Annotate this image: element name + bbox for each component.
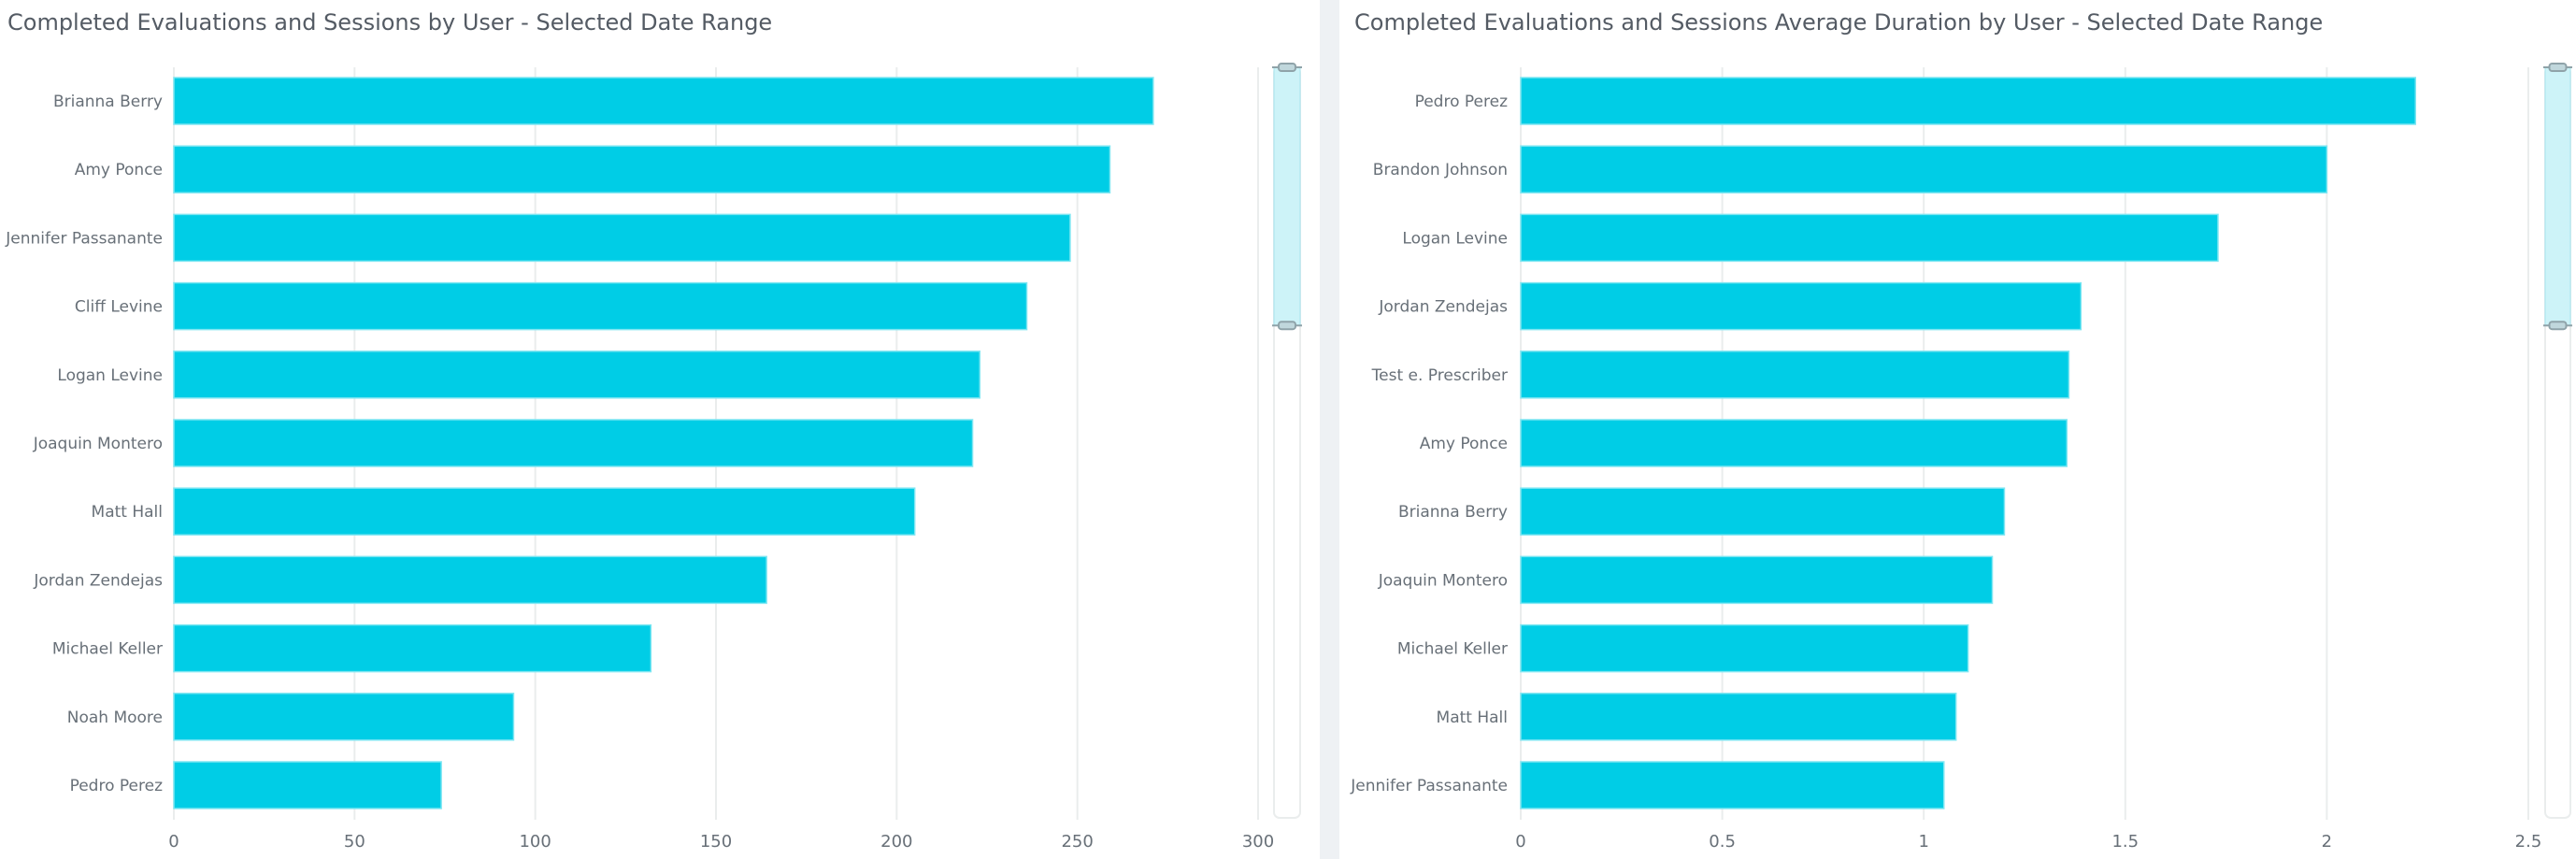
bar[interactable] xyxy=(1520,77,2417,125)
bar[interactable] xyxy=(173,351,981,399)
y-category-label: Amy Ponce xyxy=(1420,435,1508,453)
bar[interactable] xyxy=(1520,145,2328,193)
bar[interactable] xyxy=(173,145,1111,193)
y-category-label: Jordan Zendejas xyxy=(1378,298,1508,317)
x-tick-label: 2.5 xyxy=(2515,832,2542,852)
chart-panel-left: Completed Evaluations and Sessions by Us… xyxy=(5,9,1302,852)
scrollbar-bottom-handle[interactable] xyxy=(1278,321,1296,331)
bar[interactable] xyxy=(173,487,916,536)
chart-panel-right: Completed Evaluations and Sessions Avera… xyxy=(1339,0,2576,859)
scrollbar-bottom-handle[interactable] xyxy=(2548,321,2568,331)
x-tick-label: 0.5 xyxy=(1709,832,1736,852)
bar[interactable] xyxy=(1520,213,2219,263)
scrollbar-top-handle[interactable] xyxy=(2548,63,2568,72)
bar[interactable] xyxy=(1520,555,1994,605)
scrollbar-top-handle[interactable] xyxy=(1278,63,1296,72)
bar[interactable] xyxy=(173,623,652,673)
bar[interactable] xyxy=(173,281,1028,331)
x-tick-label: 150 xyxy=(700,832,732,852)
bar[interactable] xyxy=(173,213,1071,263)
x-tick-label: 1 xyxy=(1918,832,1928,852)
bar[interactable] xyxy=(1520,487,2006,536)
x-tick-label: 0 xyxy=(168,832,179,852)
bar[interactable] xyxy=(173,693,515,741)
bar[interactable] xyxy=(173,419,974,467)
y-category-label: Test e. Prescriber xyxy=(1371,366,1508,385)
chart-scrollbar[interactable] xyxy=(2543,63,2572,819)
bar[interactable] xyxy=(173,77,1154,125)
y-category-label: Jordan Zendejas xyxy=(33,571,163,590)
chart-title: Completed Evaluations and Sessions by Us… xyxy=(7,9,773,36)
y-category-label: Pedro Perez xyxy=(1415,93,1508,111)
bar[interactable] xyxy=(1520,419,2068,467)
x-tick-label: 2 xyxy=(2322,832,2332,852)
chart-title: Completed Evaluations and Sessions Avera… xyxy=(1354,9,2324,36)
y-category-label: Noah Moore xyxy=(67,709,163,727)
x-tick-label: 100 xyxy=(519,832,551,852)
bar[interactable] xyxy=(1520,351,2070,399)
y-category-label: Amy Ponce xyxy=(75,161,163,179)
x-tick-label: 300 xyxy=(1242,832,1274,852)
y-category-label: Logan Levine xyxy=(1402,229,1508,248)
bar[interactable] xyxy=(173,761,442,809)
y-category-label: Brianna Berry xyxy=(1398,503,1508,522)
y-category-label: Logan Levine xyxy=(57,366,163,385)
y-category-label: Jennifer Passanante xyxy=(5,229,163,248)
x-tick-label: 50 xyxy=(344,832,365,852)
panel-divider xyxy=(1320,0,1339,859)
y-category-label: Michael Keller xyxy=(1397,640,1508,659)
bar[interactable] xyxy=(1520,761,1945,809)
y-category-label: Jennifer Passanante xyxy=(1350,777,1508,795)
bar[interactable] xyxy=(173,555,767,605)
y-category-label: Matt Hall xyxy=(1437,709,1508,727)
x-tick-label: 250 xyxy=(1061,832,1093,852)
y-category-label: Brianna Berry xyxy=(53,93,163,111)
chart-scrollbar[interactable] xyxy=(1272,63,1302,819)
bar[interactable] xyxy=(1520,693,1957,741)
scrollbar-thumb[interactable] xyxy=(1273,66,1301,326)
y-category-label: Joaquin Montero xyxy=(1378,571,1508,590)
y-category-label: Joaquin Montero xyxy=(33,435,163,453)
scrollbar-thumb[interactable] xyxy=(2544,66,2571,326)
y-category-label: Cliff Levine xyxy=(75,298,163,317)
x-tick-label: 0 xyxy=(1515,832,1525,852)
y-category-label: Michael Keller xyxy=(52,640,163,659)
bar-chart-completed-by-user: 0 50 100 150 200 250 300 Brianna Berry Amy Ponce… xyxy=(5,63,1302,852)
bar[interactable] xyxy=(1520,281,2082,331)
y-category-label: Matt Hall xyxy=(92,503,163,522)
x-tick-label: 1.5 xyxy=(2111,832,2139,852)
y-category-label: Pedro Perez xyxy=(70,777,163,795)
bar[interactable] xyxy=(1520,623,1969,673)
y-category-label: Brandon Johnson xyxy=(1373,161,1508,179)
x-tick-label: 200 xyxy=(880,832,912,852)
bar-chart-average-duration-by-user: 0 0.5 1 1.5 2 2.5 Pedro Perez Brandon Johnson Lo… xyxy=(1350,63,2572,852)
